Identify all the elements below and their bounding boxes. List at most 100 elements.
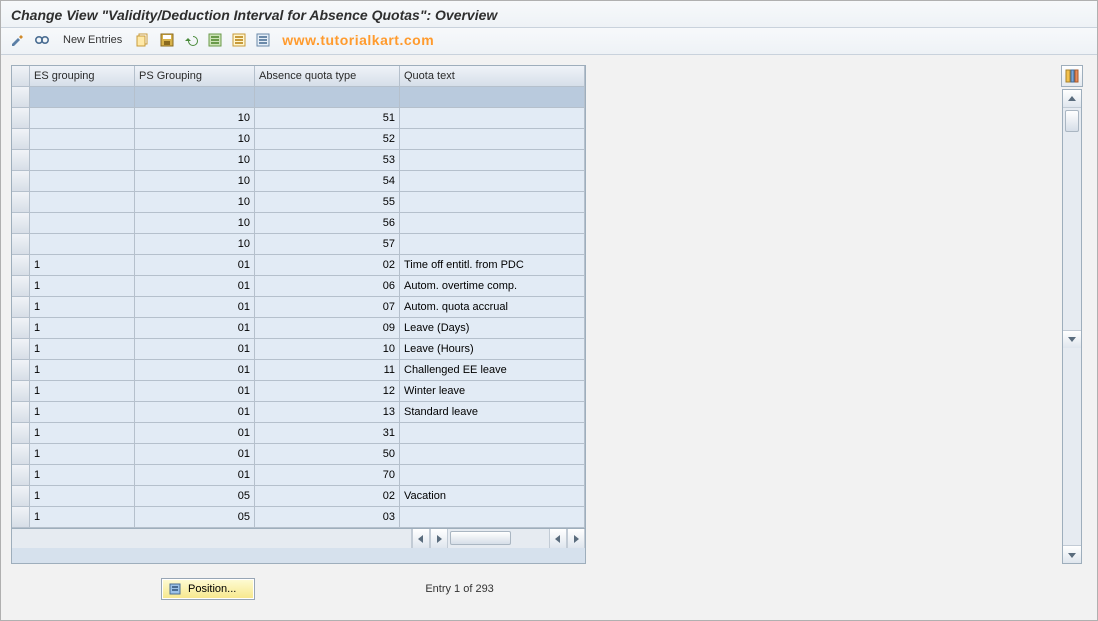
cell-absence-quota-type[interactable]: 50 [255,444,400,465]
cell-absence-quota-type[interactable]: 06 [255,276,400,297]
cell-quota-text[interactable]: Standard leave [400,402,585,423]
row-header[interactable] [12,213,30,234]
hscroll-right-arrow2-icon[interactable] [567,529,585,548]
row-header[interactable] [12,444,30,465]
table-row[interactable]: 10102Time off entitl. from PDC [12,255,585,276]
select-all-icon[interactable] [206,31,224,49]
row-header[interactable] [12,360,30,381]
cell-es-grouping[interactable]: 1 [30,339,135,360]
table-row[interactable]: 10107Autom. quota accrual [12,297,585,318]
row-header[interactable] [12,465,30,486]
cell-ps-grouping[interactable]: 05 [135,486,255,507]
cell-quota-text[interactable]: Leave (Days) [400,318,585,339]
hscroll-thumb[interactable] [450,531,511,545]
cell-absence-quota-type[interactable]: 31 [255,423,400,444]
cell-quota-text[interactable] [400,423,585,444]
cell-ps-grouping[interactable]: 10 [135,171,255,192]
cell-quota-text[interactable] [400,213,585,234]
hscroll-track[interactable] [448,529,549,548]
cell-absence-quota-type[interactable]: 09 [255,318,400,339]
table-row[interactable]: 1056 [12,213,585,234]
cell-es-grouping[interactable]: 1 [30,360,135,381]
cell-ps-grouping[interactable]: 05 [135,507,255,528]
cell-ps-grouping[interactable]: 10 [135,108,255,129]
filter-aqt[interactable] [255,87,400,108]
vscroll-thumb[interactable] [1065,110,1079,132]
table-row[interactable]: 1053 [12,150,585,171]
select-block-icon[interactable] [230,31,248,49]
cell-ps-grouping[interactable]: 01 [135,255,255,276]
cell-quota-text[interactable] [400,150,585,171]
cell-absence-quota-type[interactable]: 56 [255,213,400,234]
cell-quota-text[interactable]: Time off entitl. from PDC [400,255,585,276]
hscroll-left-arrow-icon[interactable] [412,529,430,548]
row-header[interactable] [12,486,30,507]
table-row[interactable]: 1052 [12,129,585,150]
cell-absence-quota-type[interactable]: 51 [255,108,400,129]
cell-es-grouping[interactable]: 1 [30,402,135,423]
table-row[interactable]: 1051 [12,108,585,129]
col-header-es-grouping[interactable]: ES grouping [30,66,135,87]
cell-absence-quota-type[interactable]: 52 [255,129,400,150]
cell-quota-text[interactable] [400,234,585,255]
cell-ps-grouping[interactable]: 01 [135,423,255,444]
cell-es-grouping[interactable]: 1 [30,444,135,465]
cell-quota-text[interactable]: Autom. overtime comp. [400,276,585,297]
table-row[interactable]: 10170 [12,465,585,486]
row-header[interactable] [12,150,30,171]
row-header[interactable] [12,276,30,297]
configure-columns-icon[interactable] [1061,65,1083,87]
new-entries-button[interactable]: New Entries [57,34,128,46]
cell-ps-grouping[interactable]: 01 [135,381,255,402]
cell-quota-text[interactable] [400,129,585,150]
col-header-absence-quota-type[interactable]: Absence quota type [255,66,400,87]
row-header[interactable] [12,255,30,276]
hscroll-right-arrow-icon[interactable] [430,529,448,548]
table-row[interactable]: 10111Challenged EE leave [12,360,585,381]
cell-absence-quota-type[interactable]: 54 [255,171,400,192]
vscroll-down-inner-arrow-icon[interactable] [1063,330,1081,348]
cell-ps-grouping[interactable]: 01 [135,360,255,381]
table-row[interactable]: 10113Standard leave [12,402,585,423]
col-header-quota-text[interactable]: Quota text [400,66,585,87]
deselect-icon[interactable] [254,31,272,49]
row-header[interactable] [12,507,30,528]
cell-es-grouping[interactable] [30,171,135,192]
cell-es-grouping[interactable] [30,108,135,129]
cell-es-grouping[interactable] [30,234,135,255]
row-header[interactable] [12,402,30,423]
cell-es-grouping[interactable]: 1 [30,423,135,444]
cell-absence-quota-type[interactable]: 02 [255,486,400,507]
cell-es-grouping[interactable]: 1 [30,507,135,528]
table-row[interactable]: 10131 [12,423,585,444]
table-row[interactable]: 10110Leave (Hours) [12,339,585,360]
cell-quota-text[interactable]: Winter leave [400,381,585,402]
cell-quota-text[interactable] [400,444,585,465]
paint-icon[interactable] [9,31,27,49]
cell-es-grouping[interactable]: 1 [30,318,135,339]
cell-quota-text[interactable] [400,171,585,192]
cell-es-grouping[interactable]: 1 [30,486,135,507]
filter-qt[interactable] [400,87,585,108]
table-row[interactable]: 1057 [12,234,585,255]
cell-absence-quota-type[interactable]: 07 [255,297,400,318]
cell-quota-text[interactable]: Leave (Hours) [400,339,585,360]
cell-quota-text[interactable]: Challenged EE leave [400,360,585,381]
position-button[interactable]: Position... [161,578,255,600]
cell-absence-quota-type[interactable]: 12 [255,381,400,402]
row-header[interactable] [12,339,30,360]
cell-es-grouping[interactable] [30,150,135,171]
cell-quota-text[interactable]: Autom. quota accrual [400,297,585,318]
row-header[interactable] [12,318,30,339]
col-header-ps-grouping[interactable]: PS Grouping [135,66,255,87]
cell-ps-grouping[interactable]: 10 [135,129,255,150]
cell-absence-quota-type[interactable]: 13 [255,402,400,423]
cell-ps-grouping[interactable]: 10 [135,192,255,213]
copy-icon[interactable] [134,31,152,49]
cell-ps-grouping[interactable]: 10 [135,150,255,171]
cell-ps-grouping[interactable]: 01 [135,318,255,339]
cell-es-grouping[interactable]: 1 [30,297,135,318]
cell-absence-quota-type[interactable]: 57 [255,234,400,255]
display-icon[interactable] [33,31,51,49]
cell-quota-text[interactable] [400,465,585,486]
